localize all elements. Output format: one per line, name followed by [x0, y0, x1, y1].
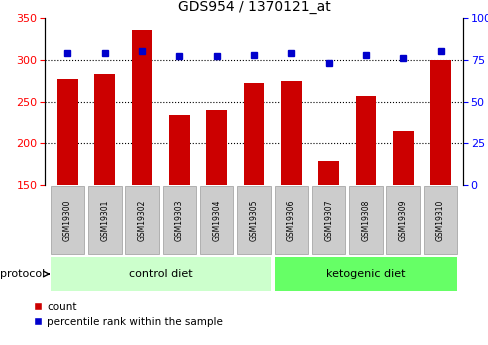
- Legend: count, percentile rank within the sample: count, percentile rank within the sample: [30, 298, 227, 331]
- Bar: [50, 186, 84, 254]
- Bar: [311, 186, 345, 254]
- Bar: [50, 257, 270, 291]
- Text: GSM19302: GSM19302: [137, 199, 146, 241]
- Bar: [206, 110, 226, 185]
- Bar: [429, 60, 450, 185]
- Bar: [169, 115, 189, 185]
- Text: GSM19309: GSM19309: [398, 199, 407, 241]
- Text: ketogenic diet: ketogenic diet: [325, 269, 405, 279]
- Bar: [131, 30, 152, 185]
- Bar: [386, 186, 419, 254]
- Text: GSM19304: GSM19304: [212, 199, 221, 241]
- Bar: [200, 186, 233, 254]
- Text: GSM19306: GSM19306: [286, 199, 295, 241]
- Text: GSM19303: GSM19303: [175, 199, 183, 241]
- Text: GSM19310: GSM19310: [435, 199, 444, 241]
- Text: GSM19301: GSM19301: [100, 199, 109, 241]
- Bar: [423, 186, 456, 254]
- Bar: [94, 74, 115, 185]
- Text: GSM19308: GSM19308: [361, 199, 370, 241]
- Bar: [88, 186, 121, 254]
- Bar: [318, 161, 338, 185]
- Bar: [281, 81, 301, 185]
- Bar: [57, 79, 78, 185]
- Text: control diet: control diet: [129, 269, 192, 279]
- Text: GSM19300: GSM19300: [63, 199, 72, 241]
- Text: GSM19305: GSM19305: [249, 199, 258, 241]
- Bar: [274, 257, 456, 291]
- Bar: [392, 131, 413, 185]
- Text: GSM19307: GSM19307: [324, 199, 332, 241]
- Bar: [348, 186, 382, 254]
- Bar: [125, 186, 159, 254]
- Bar: [274, 186, 307, 254]
- Bar: [162, 186, 196, 254]
- Bar: [243, 83, 264, 185]
- Text: protocol: protocol: [0, 269, 45, 279]
- Title: GDS954 / 1370121_at: GDS954 / 1370121_at: [177, 0, 330, 14]
- Bar: [237, 186, 270, 254]
- Bar: [355, 97, 375, 185]
